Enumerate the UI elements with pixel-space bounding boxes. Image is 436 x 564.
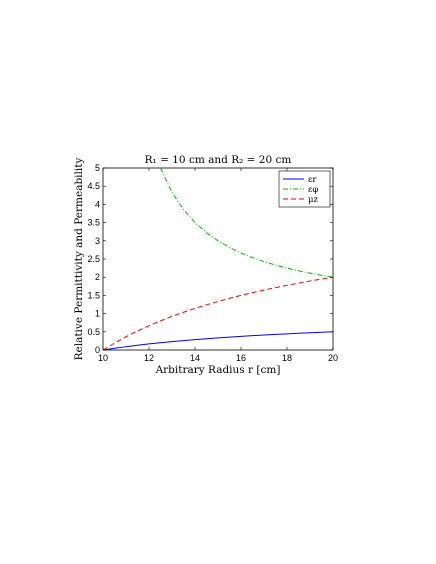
y-axis-label: Relative Permittivity and Permeability: [73, 158, 85, 361]
legend: εr εφ μz: [278, 170, 331, 208]
x-axis-label: Arbitrary Radius r [cm]: [155, 364, 281, 376]
y-tick-label: 1: [95, 309, 100, 319]
tick-layer: 10 12 14 16 18 20 0 0.5 1 1.5 2 2.5 3 3.5 4 4.5 5: [87, 163, 338, 363]
legend-label-epsilon-r: εr: [308, 175, 317, 185]
series-layer: [102, 167, 334, 351]
legend-label-epsilon-phi: εφ: [308, 185, 318, 195]
legend-label-mu-z: μz: [308, 195, 319, 205]
series-line-2: [102, 276, 334, 351]
y-tick-label: 0.5: [87, 327, 100, 337]
y-tick-label: 3: [95, 236, 100, 246]
chart-title: R₁ = 10 cm and R₂ = 20 cm: [145, 154, 292, 166]
x-tick-label: 14: [190, 353, 200, 363]
x-tick-label: 16: [236, 353, 246, 363]
x-tick-label: 12: [144, 353, 154, 363]
series-line-0: [102, 331, 334, 351]
x-tick-label: 10: [98, 353, 108, 363]
y-tick-label: 1.5: [87, 290, 100, 300]
y-tick-label: 5: [95, 163, 100, 173]
y-tick-label: 4.5: [87, 181, 100, 191]
y-tick-label: 0: [95, 345, 100, 355]
y-tick-label: 4: [95, 199, 100, 209]
y-tick-label: 3.5: [87, 218, 100, 228]
y-tick-label: 2: [95, 272, 100, 282]
y-tick-label: 2.5: [87, 254, 100, 264]
x-tick-label: 18: [282, 353, 292, 363]
x-tick-label: 20: [328, 353, 338, 363]
